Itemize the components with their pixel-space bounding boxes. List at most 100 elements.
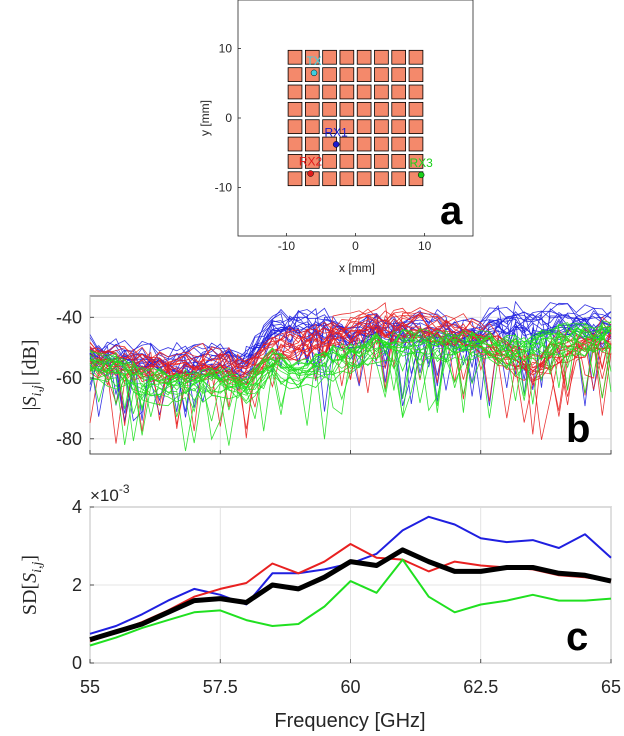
y-tick-label: 0 [225, 111, 232, 125]
patch-element [356, 84, 372, 100]
patch-element [391, 119, 407, 135]
panel-b-ticks: -40 -60 -80 [56, 307, 612, 454]
patch-element [408, 136, 424, 152]
patch-element [356, 67, 372, 82]
patch-element [287, 49, 303, 65]
marker-rx3 [417, 171, 425, 179]
marker-rx2 [307, 170, 314, 177]
y-tick-label: -60 [56, 368, 82, 388]
marker-label-rx3: RX3 [409, 156, 433, 170]
x-tick-label: 10 [418, 239, 432, 253]
panel-a-ylabel: y [mm] [198, 100, 212, 136]
series-line-red-group [89, 325, 612, 380]
patch-element [339, 49, 355, 65]
panel-b-ylabel: |Si,j| [dB] [19, 340, 45, 411]
patch-element [391, 136, 407, 152]
y-tick-label: 10 [219, 42, 233, 56]
y-tick-label: -10 [215, 180, 233, 194]
patch-element [287, 119, 303, 135]
patch-element [391, 171, 407, 187]
patch-element [304, 101, 320, 117]
panel-c-xlabel: Frequency [GHz] [274, 710, 425, 732]
patch-element [322, 171, 337, 187]
patch-element [322, 84, 337, 100]
patch-element [391, 101, 407, 117]
patch-element [287, 67, 303, 82]
series-line-green-group [89, 320, 612, 418]
patch-element [374, 136, 389, 152]
marker-rx1 [332, 141, 340, 148]
patch-element [322, 154, 337, 169]
patch-element [408, 119, 424, 135]
patch-element [287, 101, 303, 117]
series-line-red-group [89, 325, 612, 423]
panel-c-series [89, 515, 612, 647]
panel-c: 55 57.5 60 62.5 65 4 2 0 ×10-3 SD[Si,j] Frequen… [19, 482, 621, 732]
x-tick-label: 62.5 [463, 677, 498, 697]
series-line-red-group [89, 302, 612, 368]
patch-element [304, 119, 320, 135]
patch-element [356, 101, 372, 117]
x-tick-label: 0 [352, 239, 359, 253]
panel-a-label: a [440, 189, 463, 233]
panel-b: -40 -60 -80 |Si,j| [dB] b [19, 295, 612, 455]
patch-element [287, 84, 303, 100]
patch-element [304, 154, 320, 169]
panel-b-series [89, 300, 612, 452]
marker-label-rx1: RX1 [324, 125, 348, 139]
panel-b-label: b [566, 407, 590, 451]
marker-label-tx: TX [306, 54, 321, 68]
x-tick-label: 55 [80, 677, 100, 697]
patch-element [356, 171, 372, 187]
patch-element [339, 154, 355, 169]
panel-c-ylabel: SD[Si,j] [19, 555, 45, 615]
patch-element [356, 119, 372, 135]
patch-element [339, 119, 355, 135]
panel-a-plot-area [237, 0, 474, 237]
series-line-green-group [89, 337, 612, 452]
patch-element [304, 84, 320, 100]
series-line-green-group [89, 342, 612, 446]
panel-a: -10 0 10 10 0 -10 TX RX1 RX2 RX3 x [mm] y [mm] a [198, 0, 474, 275]
series-line-green-group [89, 325, 612, 417]
patch-element [304, 49, 320, 65]
series-line-green-group [89, 338, 612, 440]
patch-element [304, 136, 320, 152]
x-tick-label: 65 [601, 677, 621, 697]
series-line-green [89, 558, 612, 647]
panel-c-ticks: 55 57.5 60 62.5 65 4 2 0 [72, 497, 621, 697]
patch-element [339, 84, 355, 100]
patch-element [339, 136, 355, 152]
marker-label-rx2: RX2 [299, 155, 323, 169]
panel-c-label: c [566, 615, 588, 659]
patch-element [408, 49, 424, 65]
series-line-green-group [89, 342, 612, 444]
series-line-mean [89, 547, 612, 642]
patch-element [374, 171, 389, 187]
marker-tx [310, 69, 318, 77]
patch-element [287, 136, 303, 152]
patch-element [287, 171, 303, 187]
y-tick-label: -40 [56, 307, 82, 327]
patch-element [408, 67, 424, 82]
series-line-blue-group [89, 300, 612, 391]
patch-element [356, 154, 372, 169]
panel-c-exponent: ×10-3 [90, 482, 130, 505]
series-line-green-group [89, 335, 612, 445]
patch-element [374, 84, 389, 100]
patch-element [339, 171, 355, 187]
patch-element [339, 67, 355, 82]
y-tick-label: 0 [72, 653, 82, 673]
y-tick-label: 4 [72, 497, 82, 517]
patch-element [356, 49, 372, 65]
patch-element [322, 101, 337, 117]
patch-element [322, 67, 337, 82]
patch-element [391, 154, 407, 169]
patch-element [287, 154, 303, 169]
patch-element [322, 49, 337, 65]
patch-element [374, 154, 389, 169]
patch-element [356, 136, 372, 152]
patch-element [408, 84, 424, 100]
patch-element [391, 84, 407, 100]
